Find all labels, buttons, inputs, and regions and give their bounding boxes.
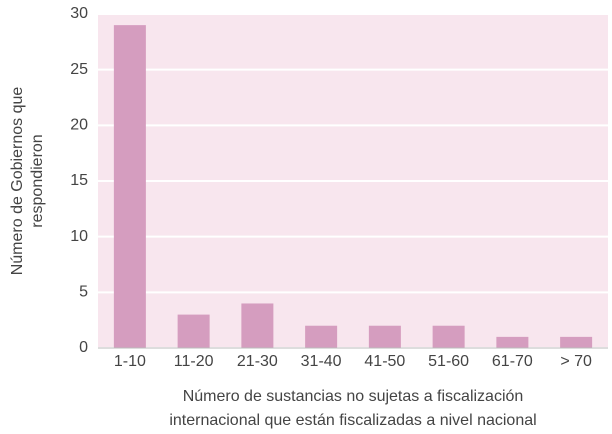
bar: [496, 336, 529, 348]
x-tick-label: 31-40: [301, 353, 342, 370]
bar: [560, 336, 593, 348]
bar: [177, 314, 210, 348]
x-tick-label: 51-60: [428, 353, 469, 370]
y-tick-label: 25: [70, 61, 88, 78]
y-tick-label: 0: [79, 339, 88, 356]
bar: [113, 25, 146, 349]
x-tick-label: 21-30: [237, 353, 278, 370]
x-tick-label: 61-70: [492, 353, 533, 370]
y-tick-label: 30: [70, 5, 88, 22]
x-tick-label: 41-50: [364, 353, 405, 370]
y-tick-label: 15: [70, 172, 88, 189]
y-axis-label: respondieron: [29, 134, 46, 227]
y-tick-label: 5: [79, 284, 88, 301]
x-axis-label: internacional que están fiscalizadas a n…: [169, 412, 536, 429]
x-tick-label: 1-10: [114, 353, 146, 370]
bar: [368, 325, 401, 348]
y-tick-label: 20: [70, 117, 88, 134]
x-tick-label: 11-20: [174, 353, 214, 370]
y-axis-label: Número de Gobiernos que: [9, 87, 26, 276]
bar: [305, 325, 338, 348]
y-tick-label: 10: [70, 228, 88, 245]
x-axis-label: Número de sustancias no sujetas a fiscal…: [183, 388, 524, 405]
bar: [241, 303, 274, 348]
bar: [432, 325, 465, 348]
x-tick-label: > 70: [560, 353, 592, 370]
